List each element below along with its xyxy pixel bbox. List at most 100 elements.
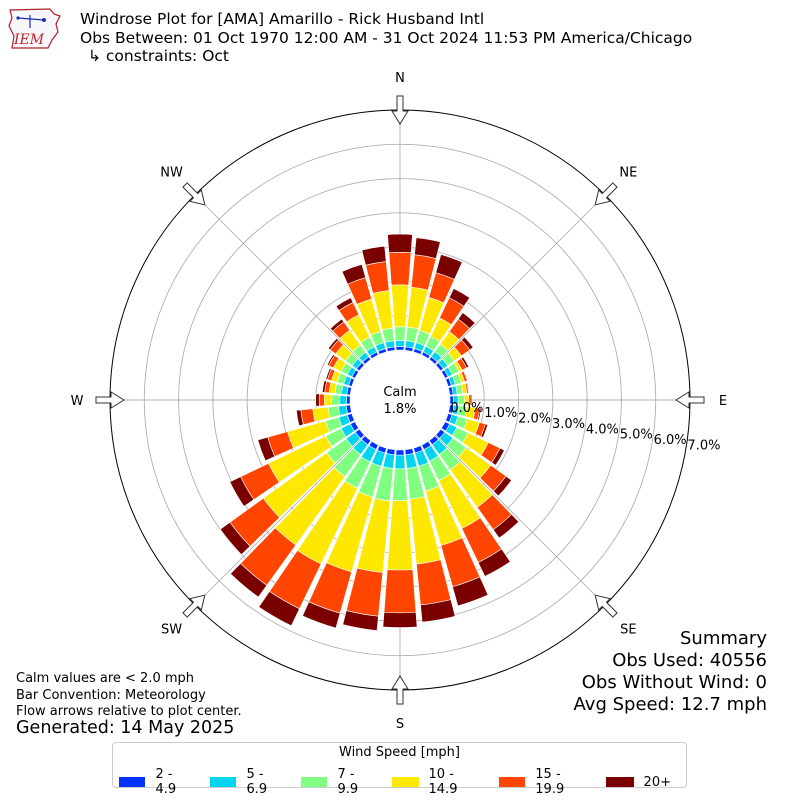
wind-bar-segment — [341, 264, 366, 285]
wind-bar-segment — [480, 423, 489, 438]
wind-bar-segment — [346, 395, 351, 405]
wind-bar-segment — [448, 288, 471, 307]
angular-grid-line — [194, 194, 365, 365]
wind-bar-segment — [382, 453, 395, 469]
wind-bar-segment — [383, 569, 417, 614]
radial-tick-label: 1.0% — [484, 406, 517, 421]
chart-subtitle-period: Obs Between: 01 Oct 1970 12:00 AM - 31 O… — [80, 29, 693, 47]
wind-bar-segment — [395, 449, 405, 456]
wind-bar-segment — [394, 454, 406, 470]
wind-bar-segment — [460, 356, 470, 369]
wind-bar-segment — [414, 237, 441, 259]
summary-avg-speed: Avg Speed: 12.7 mph — [573, 694, 767, 715]
calm-label: Calm — [383, 385, 416, 400]
legend-swatch — [498, 777, 526, 787]
direction-arrow-icon — [182, 594, 206, 618]
legend-label: 20+ — [643, 774, 671, 790]
direction-label: W — [71, 394, 84, 409]
legend: Wind Speed [mph] 2 - 4.9 5 - 6.9 7 - 9.9 10… — [112, 742, 687, 797]
wind-bar-segment — [461, 336, 474, 351]
wind-bar-segment — [420, 599, 456, 623]
wind-bar-segment — [323, 394, 332, 406]
wind-bar-segment — [405, 326, 419, 343]
wind-bar-segment — [457, 312, 476, 330]
summary-title: Summary — [680, 628, 767, 649]
radial-tick-label: 7.0% — [687, 438, 720, 453]
legend-title: Wind Speed [mph] — [339, 745, 460, 760]
wind-bar-segment — [394, 326, 406, 341]
legend-label: 5 - 6.9 — [246, 767, 268, 797]
legend-label: 10 - 14.9 — [428, 767, 458, 797]
wind-bar-segment — [326, 354, 336, 367]
wind-bar-segment — [382, 611, 418, 628]
legend-swatch — [210, 777, 237, 787]
wind-bar-segment — [327, 337, 339, 351]
wind-bar-segment — [477, 548, 511, 577]
wind-bar-segment — [386, 500, 414, 571]
flow-arrows-note: Flow arrows relative to plot center. — [16, 704, 242, 719]
legend-item: 2 - 4.9 — [119, 767, 195, 797]
direction-label: S — [396, 717, 404, 732]
wind-bar-segment — [391, 284, 409, 328]
summary-obs-without-wind: Obs Without Wind: 0 — [581, 672, 767, 693]
legend-swatch — [119, 777, 146, 787]
direction-label: NE — [619, 166, 637, 181]
angular-grid-line — [435, 435, 606, 606]
wind-bar-segment — [381, 327, 395, 343]
radial-tick-label: 5.0% — [620, 428, 653, 443]
legend-label: 2 - 4.9 — [155, 767, 177, 797]
polar-overlay: Calm 1.8% 0.0% 1.0% 2.0% 3.0% 4.0% 5.0% 6.0% 7.0%… — [71, 71, 728, 732]
wind-bar-segment — [470, 394, 473, 406]
calm-percent: 1.8% — [383, 402, 416, 417]
chart-title: Windrose Plot for [AMA] Amarillo - Rick … — [80, 10, 485, 28]
wind-bar-segment — [491, 447, 505, 466]
wind-bar-segment — [321, 380, 327, 393]
legend-items: 2 - 4.9 5 - 6.9 7 - 9.9 10 - 14.9 15 - 19.9 2… — [119, 767, 686, 797]
legend-item: 15 - 19.9 — [498, 767, 591, 797]
direction-arrow-icon — [391, 675, 409, 705]
legend-item: 5 - 6.9 — [210, 767, 286, 797]
direction-label: N — [395, 71, 405, 86]
wind-bar-segment — [325, 367, 332, 380]
direction-arrow-icon — [95, 391, 125, 409]
windrose-bars — [219, 233, 520, 631]
legend-item: 10 - 14.9 — [392, 767, 484, 797]
legend-item: 7 - 9.9 — [301, 767, 377, 797]
radial-tick-label: 3.0% — [552, 417, 585, 432]
wind-bar-segment — [395, 346, 405, 351]
wind-bar-segment — [296, 409, 304, 427]
wind-bar-segment — [388, 251, 412, 286]
angular-grid-line — [194, 435, 365, 606]
wind-bar-segment — [335, 297, 354, 311]
wind-bar-segment — [302, 601, 341, 629]
wind-bar-segment — [477, 407, 482, 421]
direction-arrow-icon — [675, 391, 705, 409]
wind-bar-segment — [466, 382, 470, 394]
wind-bar-segment — [229, 476, 255, 507]
direction-label: NW — [160, 166, 183, 181]
summary-obs-used: Obs Used: 40556 — [612, 650, 767, 671]
wind-bar-segment — [219, 521, 251, 556]
wind-bar-segment — [392, 468, 408, 502]
wind-bar-segment — [365, 261, 390, 294]
wind-bar-segment — [345, 567, 384, 617]
wind-bar-segment — [329, 318, 345, 332]
angular-grid-line — [435, 194, 606, 365]
wind-bar-segment — [463, 370, 469, 382]
wind-bar-segment — [387, 233, 413, 254]
iem-logo-text: IEM — [13, 32, 45, 48]
legend-swatch — [392, 777, 419, 787]
legend-item: 20+ — [605, 767, 671, 797]
wind-bar-segment — [435, 254, 463, 280]
chart-subtitle-constraints: ↳ constraints: Oct — [88, 47, 229, 65]
wind-bar-segment — [492, 513, 520, 539]
direction-label: SW — [161, 622, 182, 637]
radial-tick-label: 6.0% — [654, 433, 687, 448]
wind-bar-segment — [405, 453, 418, 469]
wind-bar-segment — [318, 393, 325, 407]
wind-bar-segment — [312, 406, 331, 423]
wind-bar-segment — [257, 436, 276, 462]
legend-swatch — [605, 777, 634, 787]
wind-bar-segment — [493, 475, 513, 497]
